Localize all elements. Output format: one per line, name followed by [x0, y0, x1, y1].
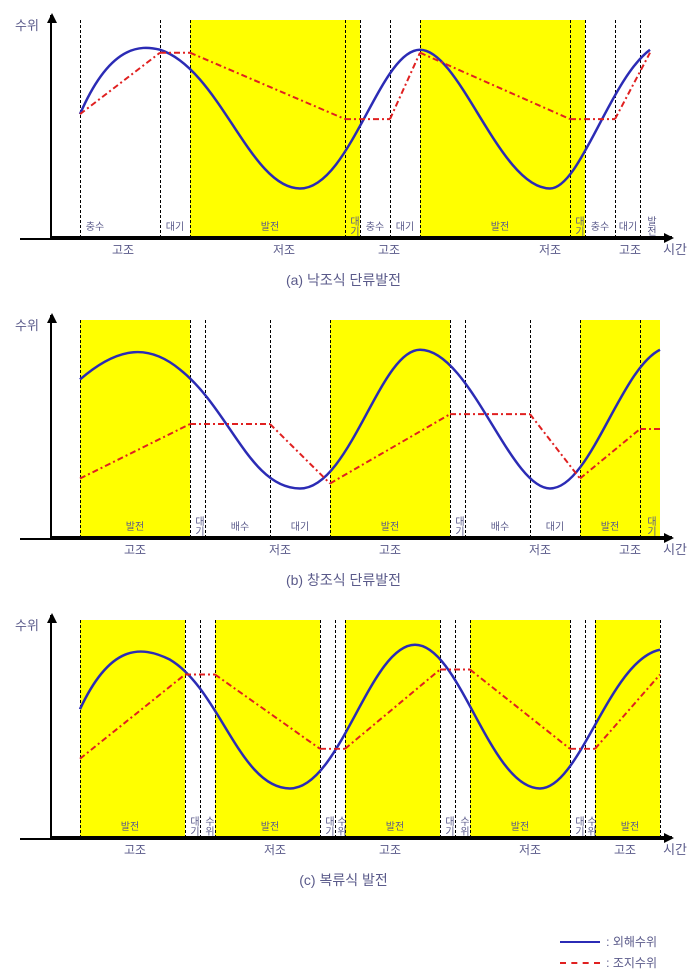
x-tick-label: 고조 — [112, 241, 134, 258]
legend-container: : 외해수위: 조지수위 — [20, 920, 667, 960]
phase-label: 대기 — [441, 816, 456, 836]
phase-label: 발전 — [643, 216, 658, 236]
x-tick-label: 고조 — [378, 241, 400, 258]
chart-panel-b: 수위시간고조저조고조저조고조발전대기배수대기발전대기배수대기발전대기(b) 창조… — [20, 320, 667, 590]
basin-level-segment — [190, 53, 345, 119]
phase-label: 대기 — [186, 816, 201, 836]
x-tick-label: 저조 — [269, 541, 291, 558]
basin-level-segment — [80, 675, 185, 759]
basin-level-segment — [530, 414, 580, 478]
x-axis-label: 시간 — [663, 239, 687, 258]
sea-level-curve — [80, 645, 660, 789]
figure-root: 수위시간고조저조고조저조고조충수대기발전대기충수대기발전대기충수대기발전(a) … — [20, 20, 667, 960]
basin-level-segment — [595, 675, 660, 749]
basin-level-segment — [420, 53, 570, 119]
phase-label: 발전 — [261, 218, 279, 233]
legend-row-basin: : 조지수위 — [560, 954, 657, 971]
curves-layer — [20, 620, 667, 838]
legend: : 외해수위 : 조지수위 — [560, 933, 657, 975]
panel-caption: (c) 복류식 발전 — [20, 870, 667, 890]
legend-label-basin: : 조지수위 — [606, 954, 657, 971]
phase-label: 발전 — [126, 518, 144, 533]
basin-level-segment — [470, 670, 570, 749]
x-tick-label: 고조 — [619, 541, 641, 558]
x-tick-label: 고조 — [379, 841, 401, 858]
panel-caption: (b) 창조식 단류발전 — [20, 570, 667, 590]
panel-caption: (a) 낙조식 단류발전 — [20, 270, 667, 290]
phase-label: 수위 — [333, 816, 348, 836]
curves-layer — [20, 20, 667, 238]
x-tick-label: 고조 — [619, 241, 641, 258]
legend-label-sea: : 외해수위 — [606, 933, 657, 950]
phase-label: 발전 — [601, 518, 619, 533]
phase-label: 발전 — [261, 818, 279, 833]
legend-swatch-sea — [560, 941, 600, 943]
plot-area: 수위시간고조저조고조저조고조발전대기배수대기발전대기배수대기발전대기 — [20, 320, 667, 540]
legend-row-sea: : 외해수위 — [560, 933, 657, 950]
x-tick-label: 고조 — [124, 841, 146, 858]
phase-label: 배수 — [491, 518, 509, 533]
phase-label: 대기 — [166, 218, 184, 233]
phase-label: 대기 — [291, 518, 309, 533]
chart-panel-c: 수위시간고조저조고조저조고조발전대기수위발전대기수위발전대기수위발전대기수위발전… — [20, 620, 667, 890]
x-tick-label: 고조 — [379, 541, 401, 558]
phase-label: 충수 — [86, 218, 104, 233]
x-axis-label: 시간 — [663, 539, 687, 558]
legend-swatch-basin — [560, 962, 600, 964]
x-tick-label: 저조 — [529, 541, 551, 558]
phase-label: 대기 — [396, 218, 414, 233]
x-tick-label: 고조 — [614, 841, 636, 858]
phase-label: 수위 — [456, 816, 471, 836]
phase-label: 대기 — [643, 516, 658, 536]
x-axis-label: 시간 — [663, 839, 687, 858]
phase-label: 수위 — [583, 816, 598, 836]
chart-panel-a: 수위시간고조저조고조저조고조충수대기발전대기충수대기발전대기충수대기발전(a) … — [20, 20, 667, 290]
phase-label: 충수 — [591, 218, 609, 233]
phase-label: 대기 — [346, 216, 361, 236]
phase-label: 발전 — [621, 818, 639, 833]
basin-level-segment — [390, 53, 420, 119]
basin-level-segment — [80, 424, 190, 479]
phase-label: 대기 — [191, 516, 206, 536]
x-tick-label: 저조 — [539, 241, 561, 258]
basin-level-segment — [80, 53, 160, 114]
curves-layer — [20, 320, 667, 538]
plot-area: 수위시간고조저조고조저조고조발전대기수위발전대기수위발전대기수위발전대기수위발전 — [20, 620, 667, 840]
phase-label: 대기 — [571, 216, 586, 236]
x-tick-label: 저조 — [273, 241, 295, 258]
x-tick-label: 고조 — [124, 541, 146, 558]
phase-label: 대기 — [619, 218, 637, 233]
x-tick-label: 저조 — [264, 841, 286, 858]
phase-label: 대기 — [546, 518, 564, 533]
x-tick-label: 저조 — [519, 841, 541, 858]
phase-label: 발전 — [491, 218, 509, 233]
phase-label: 발전 — [121, 818, 139, 833]
basin-level-segment — [270, 424, 330, 483]
sea-level-curve — [80, 350, 660, 489]
phase-label: 배수 — [231, 518, 249, 533]
phase-label: 발전 — [386, 818, 404, 833]
phase-label: 발전 — [511, 818, 529, 833]
phase-label: 충수 — [366, 218, 384, 233]
phase-label: 수위 — [201, 816, 216, 836]
plot-area: 수위시간고조저조고조저조고조충수대기발전대기충수대기발전대기충수대기발전 — [20, 20, 667, 240]
phase-label: 대기 — [451, 516, 466, 536]
phase-label: 발전 — [381, 518, 399, 533]
